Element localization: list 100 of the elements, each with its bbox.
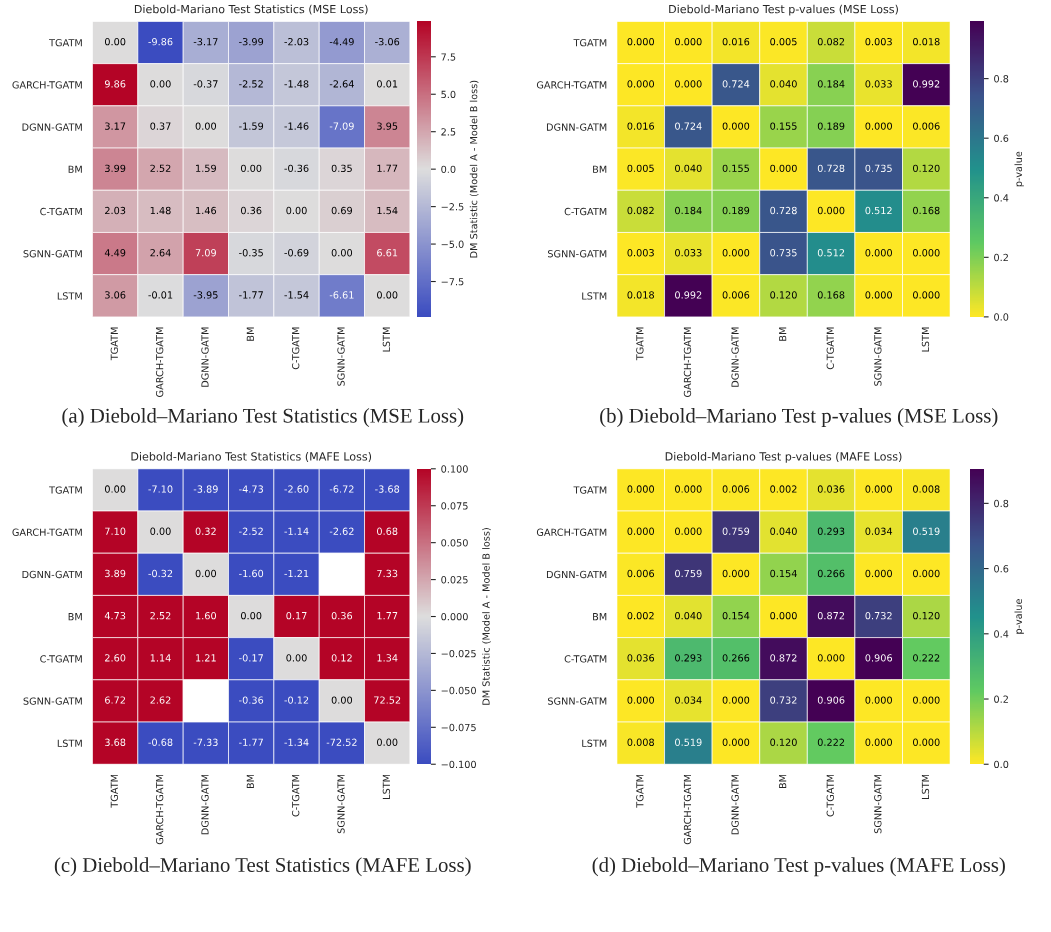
y-tick-label: TGATM [573,486,607,494]
data-label: 0.006 [722,291,750,299]
data-label: 0.036 [627,654,655,662]
data-label: 0.000 [865,738,892,746]
chart-title: Diebold-Mariano Test p-values (MAFE Loss) [665,452,902,463]
data-label: 0.724 [722,80,750,88]
data-label: 0.759 [722,527,750,535]
data-label: 2.64 [150,249,171,257]
text: (b) Diebold–Mariano Test p-values (MSE Loss) [600,408,998,427]
color-bar-label: 0.0 [994,313,1009,321]
data-label: 0.512 [817,249,845,257]
data-label: 0.005 [627,164,654,172]
y-tick-label: SGNN-GATM [547,697,607,705]
data-label: -2.52 [239,80,263,88]
data-label: 0.016 [627,122,655,130]
y-tick-label: DGNN-GATM [22,123,82,131]
data-label: 0.033 [675,249,702,257]
y-tick-label: TGATM [573,39,607,47]
y-tick-label: SGNN-GATM [547,250,607,258]
color-bar-label: 0.4 [994,630,1009,638]
data-label: 9.86 [104,80,126,88]
data-label: 0.759 [675,569,702,578]
color-bar-label: −0.025 [441,649,476,658]
data-label: 1.21 [196,654,216,662]
data-label: 1.77 [377,612,398,620]
x-tick-label: SGNN-GATM [874,327,882,386]
data-label: -7.33 [193,738,218,746]
data-label: 0.000 [675,38,702,46]
color-bar-label: −0.100 [441,760,476,769]
data-label: 0.00 [331,696,353,704]
y-tick-label: GARCH-TGATM [536,528,607,536]
data-label: 1.54 [377,206,398,215]
data-label: 0.266 [817,569,845,578]
color-bar-label: −7.5 [441,278,464,286]
data-label: 0.12 [331,654,352,662]
data-label: 0.003 [865,38,892,46]
x-tick-label: GARCH-TGATM [683,774,692,845]
data-label: 0.519 [675,738,702,746]
color-bar-label: 0.2 [994,253,1008,262]
data-label: 0.036 [817,485,845,493]
x-tick-label: SGNN-GATM [337,774,345,834]
data-label: 0.872 [817,611,845,620]
y-tick-label: BM [68,613,82,621]
color-bar-label: 0.000 [441,613,468,621]
data-label: 0.000 [865,569,892,578]
color-bar-label: 0.6 [994,134,1009,143]
data-label: 0.168 [913,206,940,215]
data-label: 0.000 [675,80,702,88]
x-tick-label: TGATM [636,774,644,808]
data-label: 0.000 [627,485,655,493]
y-tick-label: LSTM [582,739,607,747]
color-bar-label: −2.5 [441,203,464,211]
x-tick-label: BM [779,774,787,789]
data-label: 0.005 [770,38,797,46]
data-label: 0.000 [722,569,750,578]
color-bar-label: 0.8 [994,499,1009,508]
data-label: 0.018 [913,38,940,46]
y-tick-label: TGATM [49,486,82,494]
data-label: 0.002 [770,485,797,493]
data-label: 7.09 [195,249,216,257]
color-bar-label: 0.100 [441,465,468,473]
color-bar-label: 0.2 [994,695,1008,703]
data-label: 0.000 [817,206,845,215]
text: (a) Diebold–Mariano Test Statistics (MSE Loss) [62,408,464,427]
data-label: -3.06 [375,38,400,46]
data-label: 6.72 [105,696,126,704]
y-tick-label: C-TGATM [40,655,82,663]
data-label: 3.89 [105,569,126,578]
data-label: -0.69 [284,249,309,257]
data-label: 4.73 [104,611,126,620]
data-label: 0.000 [913,569,940,578]
data-label: -1.34 [284,738,309,746]
data-label: 0.000 [817,654,845,662]
data-label: -6.61 [329,291,354,299]
data-label: -6.72 [329,485,354,493]
y-tick-label: TGATM [49,39,82,47]
data-label: 0.293 [675,654,702,662]
x-tick-label: GARCH-TGATM [155,774,164,845]
data-label: 2.60 [105,654,126,662]
data-label: 0.00 [331,249,353,257]
data-label: 0.35 [331,164,352,172]
data-label: 0.00 [286,206,307,215]
data-label: 3.06 [105,291,126,299]
data-label: 1.46 [196,206,217,215]
color-bar-label: −5.0 [441,240,464,248]
data-label: 1.14 [150,654,171,662]
color-bar-title: p-value [1014,599,1024,634]
color-bar-label: −0.050 [441,686,476,695]
data-label: 0.00 [195,122,217,130]
data-label: 0.906 [865,654,893,662]
x-tick-label: C-TGATM [826,774,834,817]
data-label: -3.68 [375,485,400,493]
x-tick-label: TGATM [636,327,644,361]
data-label: -3.89 [193,485,218,493]
data-label: 0.222 [817,738,845,746]
data-label: 0.724 [675,122,702,130]
data-label: 0.002 [627,611,654,620]
data-label: -1.48 [284,80,309,88]
data-label: 0.034 [675,696,702,704]
data-label: 0.000 [913,291,940,299]
